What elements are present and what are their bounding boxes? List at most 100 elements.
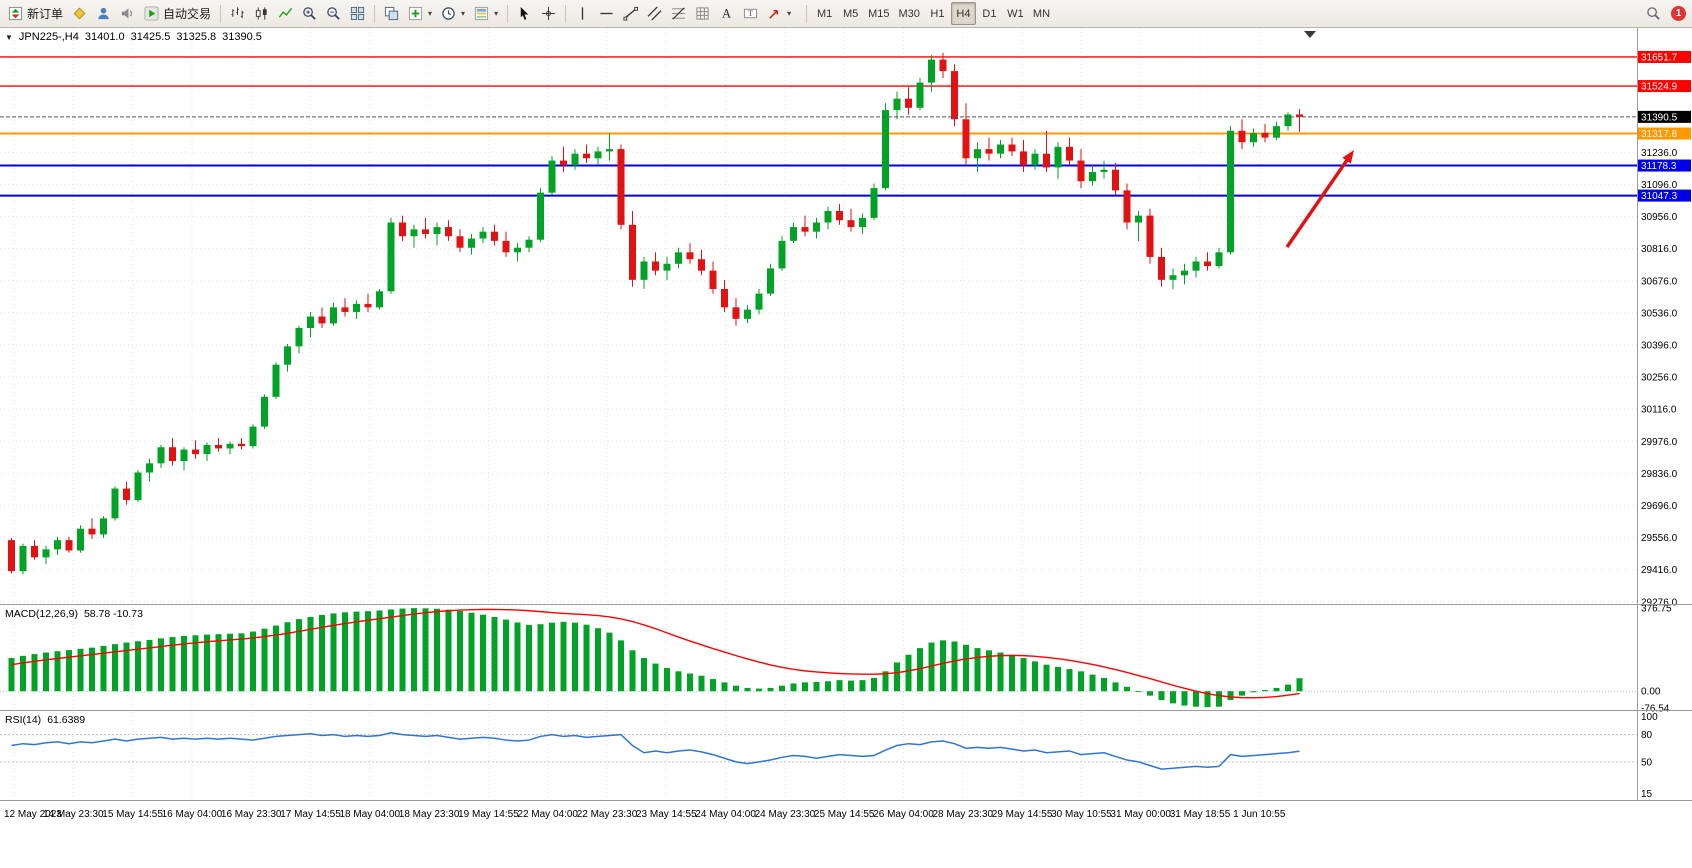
toolbar-separator xyxy=(507,4,509,23)
price-axis-tick: 30956.0 xyxy=(1641,212,1678,223)
candle xyxy=(985,137,993,161)
arrow-object-icon xyxy=(769,9,779,19)
date-axis-label: 1 Jun 10:55 xyxy=(1233,809,1286,820)
candle xyxy=(445,220,452,241)
candle xyxy=(767,263,774,296)
candle xyxy=(709,261,717,294)
candle xyxy=(732,298,740,326)
timeframe-w1-button[interactable]: W1 xyxy=(1003,2,1028,25)
zoom-in-button[interactable] xyxy=(298,2,321,25)
zoom-out-button[interactable] xyxy=(322,2,345,25)
date-axis-label: 22 May 04:00 xyxy=(517,809,578,820)
timeframe-m1-button[interactable]: M1 xyxy=(812,2,837,25)
date-axis-label: 31 May 00:00 xyxy=(1110,809,1171,820)
arrows-button[interactable]: ▾ xyxy=(763,2,795,25)
candle xyxy=(65,536,73,553)
price-axis-tick: 31236.0 xyxy=(1641,148,1678,159)
candle xyxy=(1169,268,1177,290)
candle xyxy=(1008,137,1016,156)
new-order-button[interactable]: 新订单 xyxy=(4,2,67,25)
macd-bar xyxy=(353,611,360,692)
one-click-trading-toggle[interactable]: ▼ xyxy=(5,32,13,42)
macd-bar xyxy=(261,628,268,692)
svg-text:31047.3: 31047.3 xyxy=(1641,191,1678,202)
fibonacci-button[interactable] xyxy=(667,2,690,25)
macd-bar xyxy=(77,648,84,692)
cascade-windows-icon xyxy=(384,6,399,21)
macd-bar xyxy=(859,680,866,692)
chevron-down-icon: ▾ xyxy=(494,9,499,18)
candle xyxy=(180,447,188,471)
date-axis-label: 14 May 23:30 xyxy=(43,809,104,820)
periods-button[interactable]: ▾ xyxy=(437,2,469,25)
candle xyxy=(905,87,912,115)
sounds-button[interactable] xyxy=(116,2,139,25)
horizontal-line-button[interactable] xyxy=(595,2,618,25)
candle xyxy=(962,103,970,166)
autotrading-button[interactable]: 自动交易 xyxy=(140,2,215,25)
timeframe-h4-button[interactable]: H4 xyxy=(950,2,976,25)
channel-button[interactable] xyxy=(643,2,666,25)
text-label-button[interactable]: T xyxy=(739,2,762,25)
price-axis-tick: 29976.0 xyxy=(1641,437,1678,448)
candle xyxy=(353,300,360,319)
macd-bar xyxy=(1193,691,1199,707)
bars-chart-button[interactable] xyxy=(226,2,249,25)
candle xyxy=(1020,139,1027,173)
metaeditor-button[interactable] xyxy=(68,2,91,25)
rsi-name: RSI(14) xyxy=(5,714,42,726)
cascade-windows-button[interactable] xyxy=(380,2,403,25)
macd-bar xyxy=(307,616,314,692)
timeframe-m15-button[interactable]: M15 xyxy=(864,2,893,25)
macd-bar xyxy=(422,608,429,692)
candle xyxy=(123,481,130,505)
indicators-button[interactable]: ▾ xyxy=(404,2,436,25)
macd-bar xyxy=(928,642,935,692)
chart-ohlc-header: ▼ JPN225-,H4 31401.0 31425.5 31325.8 313… xyxy=(5,31,262,43)
price-axis-tick: 30536.0 xyxy=(1641,308,1678,319)
candle xyxy=(755,289,763,315)
search-button[interactable] xyxy=(1642,2,1665,25)
annotation-arrow[interactable] xyxy=(1285,153,1353,248)
chart-canvas[interactable]: 31236.0 31096.0 30956.0 30816.0 30676.0 30536… xyxy=(0,28,1692,868)
shapes-button[interactable] xyxy=(691,2,714,25)
candlestick-chart-button[interactable] xyxy=(250,2,273,25)
macd-bar xyxy=(1135,691,1142,693)
timeframe-m5-button[interactable]: M5 xyxy=(838,2,863,25)
candle xyxy=(939,52,947,78)
profile-button[interactable] xyxy=(92,2,115,25)
timeframe-mn-button[interactable]: MN xyxy=(1029,2,1054,25)
date-axis-label: 17 May 14:55 xyxy=(280,809,341,820)
date-axis-label: 23 May 14:55 xyxy=(636,809,697,820)
text-button[interactable]: A xyxy=(715,2,738,25)
candle xyxy=(318,307,326,328)
speaker-icon xyxy=(121,8,132,19)
chevron-down-icon: ▾ xyxy=(787,9,792,18)
date-axis-label: 26 May 04:00 xyxy=(873,809,934,820)
macd-axis-label: 376.75 xyxy=(1641,603,1672,614)
notification-badge[interactable]: 1 xyxy=(1671,6,1686,21)
toolbar-separator xyxy=(220,4,222,23)
vertical-line-button[interactable] xyxy=(571,2,594,25)
macd-bar xyxy=(284,622,291,692)
macd-bar xyxy=(710,679,716,692)
timeframe-d1-button[interactable]: D1 xyxy=(977,2,1002,25)
crosshair-button[interactable] xyxy=(537,2,560,25)
timeframe-m30-button[interactable]: M30 xyxy=(895,2,924,25)
candle xyxy=(629,211,636,287)
macd-bar xyxy=(1020,658,1027,692)
chevron-down-icon: ▾ xyxy=(428,9,433,18)
macd-bar xyxy=(8,658,15,692)
macd-bar xyxy=(595,628,601,692)
trendline-button[interactable] xyxy=(619,2,642,25)
cursor-button[interactable] xyxy=(513,2,536,25)
macd-bar xyxy=(250,631,256,692)
timeframe-h1-button[interactable]: H1 xyxy=(925,2,950,25)
candle xyxy=(870,183,878,221)
tile-windows-button[interactable] xyxy=(346,2,369,25)
candle xyxy=(652,252,659,276)
line-chart-button[interactable] xyxy=(274,2,297,25)
templates-button[interactable]: ▾ xyxy=(470,2,502,25)
chart-shift-marker[interactable] xyxy=(1304,31,1316,38)
candle xyxy=(284,344,291,372)
